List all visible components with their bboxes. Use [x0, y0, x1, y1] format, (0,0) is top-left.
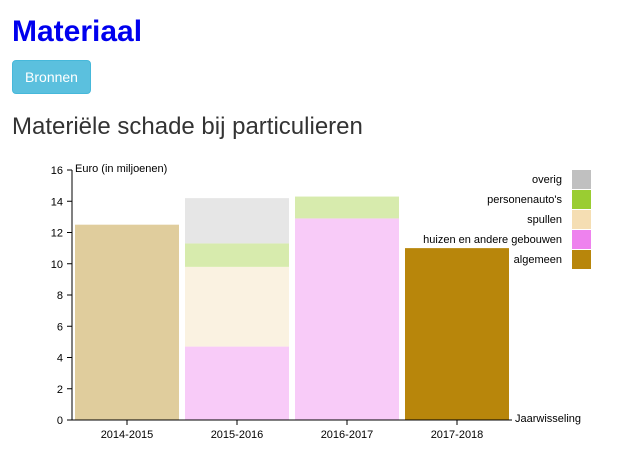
bar-segment-spullen — [185, 266, 289, 347]
y-tick-label: 8 — [57, 290, 63, 302]
legend-label: overig — [532, 174, 562, 186]
legend-label: huizen en andere gebouwen — [423, 234, 562, 246]
x-tick-label: 2015-2016 — [211, 429, 264, 441]
legend-label: spullen — [527, 214, 562, 226]
legend-label: algemeen — [514, 254, 562, 266]
bar-segment-personenauto-s — [295, 196, 399, 219]
y-tick-label: 16 — [51, 165, 63, 177]
y-tick-label: 0 — [57, 415, 63, 427]
y-axis: 0 2 4 6 8 10 12 14 16 — [51, 165, 73, 427]
legend-swatch — [572, 190, 591, 209]
y-axis-label: Euro (in miljoenen) — [75, 163, 167, 175]
bar-segment-overig — [185, 198, 289, 244]
chart-section-title: Materiële schade bij particulieren — [12, 113, 363, 140]
bar-segment-personenauto-s — [185, 243, 289, 267]
y-tick-label: 14 — [51, 196, 63, 208]
legend-label: personenauto's — [487, 194, 562, 206]
y-tick-label: 6 — [57, 321, 63, 333]
bar-segment-huizen-en-andere-gebouwen — [185, 346, 289, 420]
legend-swatch — [572, 170, 591, 189]
x-axis-label: Jaarwisseling — [515, 413, 581, 425]
legend-swatch — [572, 210, 591, 229]
y-tick-label: 10 — [51, 259, 63, 271]
legend: overig personenauto's spullen huizen en and… — [423, 170, 591, 269]
page-title: Materiaal — [12, 15, 143, 48]
bar-segment-algemeen — [75, 224, 179, 420]
y-tick-label: 4 — [57, 353, 63, 365]
x-axis: 2014-2015 2015-2016 2016-2017 2017-2018 — [72, 419, 512, 441]
y-tick-label: 12 — [51, 228, 63, 240]
legend-swatch — [572, 230, 591, 249]
bar-segment-huizen-en-andere-gebouwen — [295, 218, 399, 420]
y-tick-label: 2 — [57, 384, 63, 396]
sources-button[interactable]: Bronnen — [12, 60, 91, 94]
legend-swatch — [572, 250, 591, 269]
bar-segment-algemeen — [405, 248, 509, 420]
x-tick-label: 2016-2017 — [321, 429, 374, 441]
x-tick-label: 2017-2018 — [431, 429, 484, 441]
x-tick-label: 2014-2015 — [101, 429, 154, 441]
bars — [75, 196, 509, 420]
